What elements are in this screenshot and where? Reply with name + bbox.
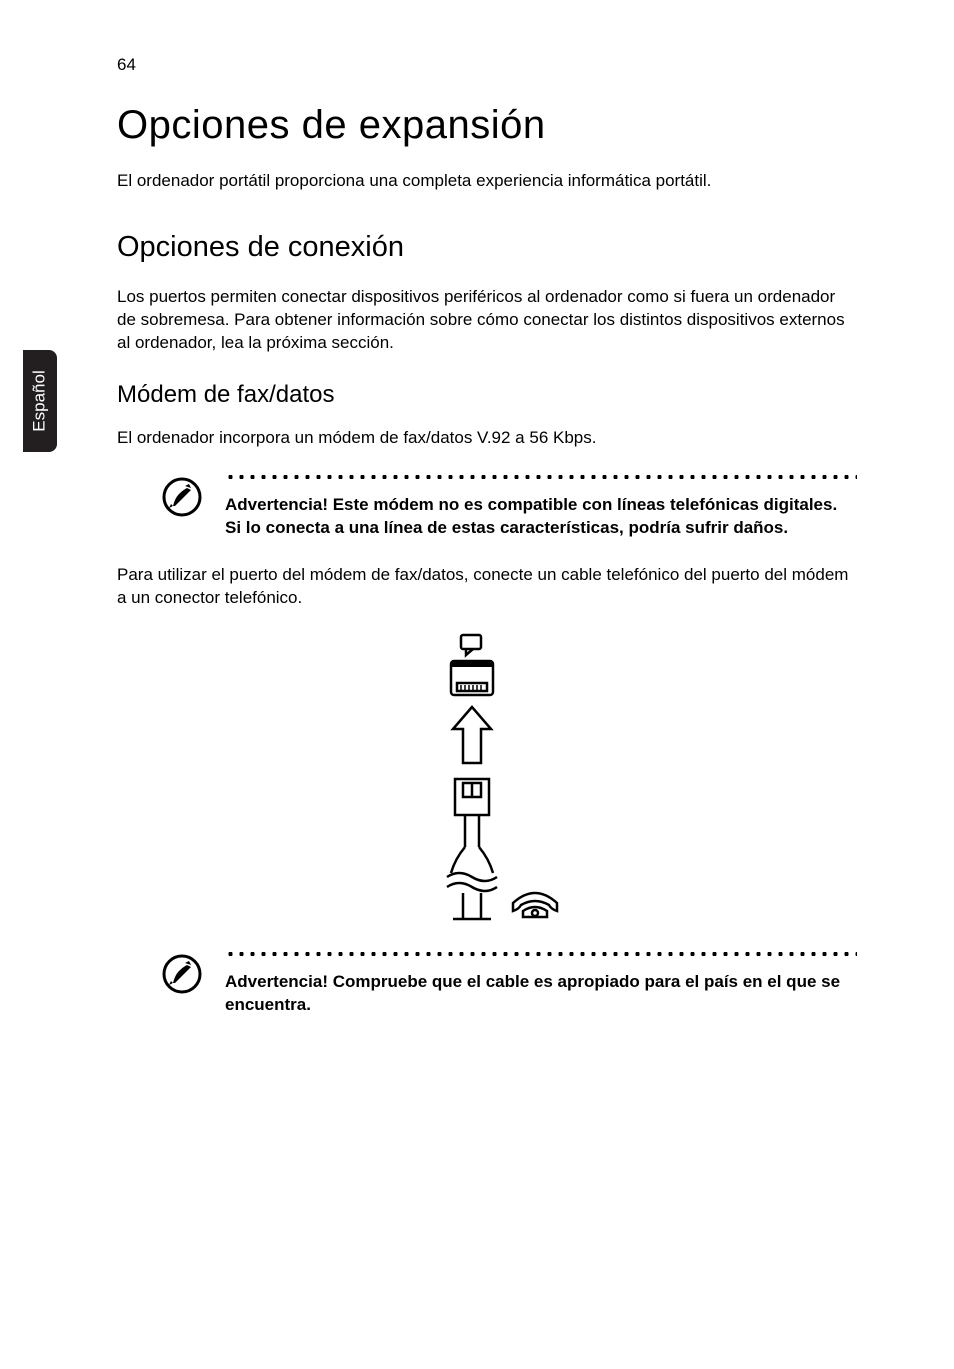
dotted-rule — [225, 951, 857, 957]
warning-text-1: Advertencia! Este módem no es compatible… — [225, 494, 857, 540]
warning-icon — [161, 953, 203, 995]
paragraph-modem: El ordenador incorpora un módem de fax/d… — [117, 427, 857, 450]
page-content: 64 Opciones de expansión El ordenador po… — [117, 55, 857, 1041]
paragraph-ports: Los puertos permiten conectar dispositiv… — [117, 286, 857, 355]
heading-2: Opciones de conexión — [117, 231, 857, 264]
language-label: Español — [30, 370, 50, 431]
warning-block-1: Advertencia! Este módem no es compatible… — [117, 474, 857, 540]
warning-text-column: Advertencia! Este módem no es compatible… — [203, 474, 857, 540]
dotted-rule — [225, 474, 857, 480]
modem-connection-diagram — [117, 633, 857, 927]
language-side-tab: Español — [23, 350, 57, 452]
warning-block-2: Advertencia! Compruebe que el cable es a… — [117, 951, 857, 1017]
warning-text-column: Advertencia! Compruebe que el cable es a… — [203, 951, 857, 1017]
intro-paragraph: El ordenador portátil proporciona una co… — [117, 170, 857, 193]
paragraph-usage: Para utilizar el puerto del módem de fax… — [117, 564, 857, 610]
heading-1: Opciones de expansión — [117, 103, 857, 148]
page-number: 64 — [117, 55, 857, 75]
warning-text-2: Advertencia! Compruebe que el cable es a… — [225, 971, 857, 1017]
heading-3: Módem de fax/datos — [117, 381, 857, 409]
warning-icon — [161, 476, 203, 518]
